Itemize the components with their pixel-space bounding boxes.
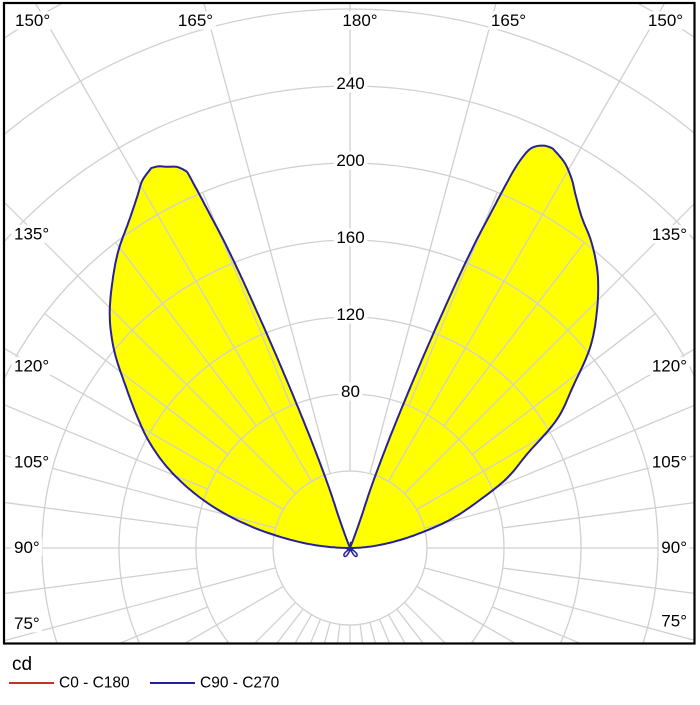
svg-text:90°: 90°: [14, 538, 40, 557]
svg-text:cd: cd: [12, 654, 32, 675]
svg-text:105°: 105°: [652, 452, 687, 471]
svg-text:240: 240: [336, 74, 364, 93]
svg-text:180°: 180°: [342, 11, 377, 30]
svg-text:90°: 90°: [661, 538, 687, 557]
svg-text:135°: 135°: [652, 225, 687, 244]
svg-text:160: 160: [336, 228, 364, 247]
svg-text:120°: 120°: [652, 356, 687, 375]
svg-text:80: 80: [341, 382, 360, 401]
svg-text:75°: 75°: [661, 611, 687, 630]
svg-text:150°: 150°: [15, 11, 50, 30]
svg-text:C90 - C270: C90 - C270: [200, 675, 280, 692]
svg-text:105°: 105°: [14, 452, 49, 471]
svg-text:C0 - C180: C0 - C180: [59, 675, 130, 692]
svg-text:150°: 150°: [648, 11, 683, 30]
svg-text:120: 120: [336, 305, 364, 324]
svg-text:200: 200: [336, 151, 364, 170]
svg-text:75°: 75°: [14, 614, 40, 633]
svg-text:135°: 135°: [14, 224, 49, 243]
svg-text:165°: 165°: [178, 11, 213, 30]
svg-text:120°: 120°: [14, 356, 49, 375]
svg-text:165°: 165°: [491, 11, 526, 30]
